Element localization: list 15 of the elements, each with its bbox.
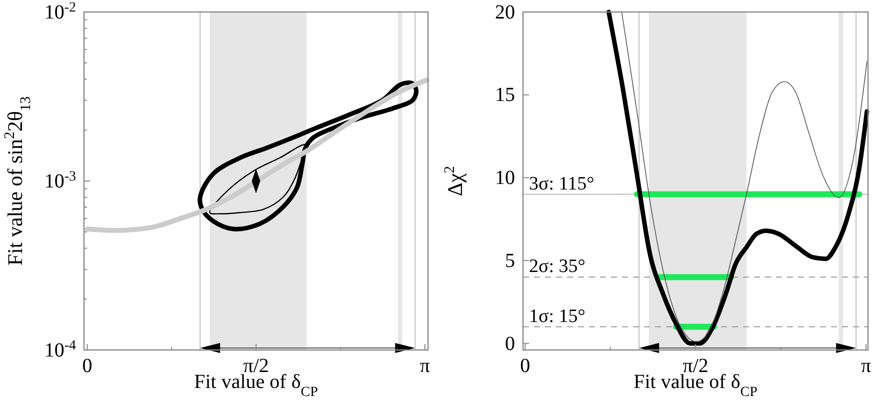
y-tick-label: 5 [505,250,515,272]
y-tick-label: 15 [495,84,515,106]
annotation: 3σ: 115° [529,173,594,194]
y-tick-label: 10$^{-3}$ [44,168,76,192]
y-tick-label: 10$^{-2}$ [44,0,76,24]
y-tick-label: 10 [495,167,515,190]
y-tick-label: 10$^{-4}$ [44,338,76,362]
annotation: 1σ: 15° [529,306,586,327]
x-tick-label: π [420,355,430,378]
annotation: 2σ: 35° [529,256,586,278]
x-tick-label: 0 [82,355,92,378]
y-tick-label: 20 [495,1,515,24]
x-tick-label: 0 [520,355,530,378]
x-tick-label: π [860,355,872,378]
y-tick-label: 0 [505,332,515,355]
